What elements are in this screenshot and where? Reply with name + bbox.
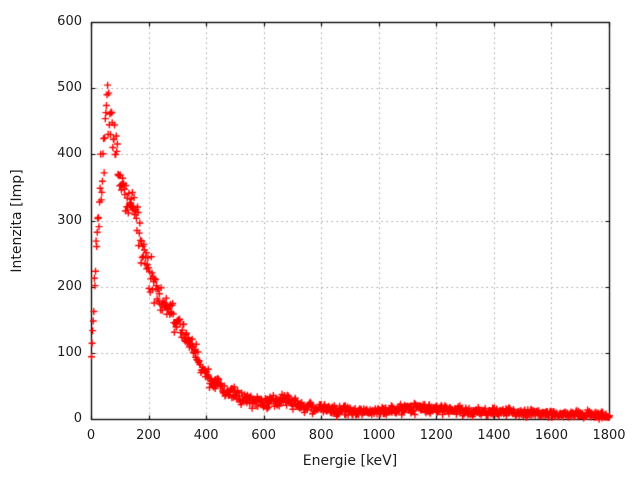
x-tick-label: 1600 — [534, 428, 568, 443]
x-tick-label: 600 — [251, 428, 277, 443]
y-tick-label: 400 — [57, 146, 82, 162]
x-tick-label: 1200 — [419, 428, 453, 443]
x-tick-label: 200 — [136, 428, 161, 443]
y-tick-label: 500 — [57, 80, 82, 96]
y-tick-label: 300 — [57, 212, 82, 228]
y-axis-label: Intenzita [Imp] — [9, 169, 25, 273]
x-tick-label: 1800 — [592, 428, 626, 443]
y-tick-label: 200 — [57, 278, 82, 294]
x-tick-label: 1400 — [477, 428, 511, 443]
y-tick-label: 600 — [57, 14, 82, 29]
x-axis-label: Energie [keV] — [302, 453, 398, 469]
x-tick-label: 0 — [86, 428, 96, 443]
x-tick-label: 800 — [308, 428, 334, 443]
y-tick-label: 100 — [57, 344, 82, 360]
x-tick-label: 1000 — [362, 428, 396, 443]
y-tick-label: 0 — [73, 411, 82, 426]
x-tick-label: 400 — [193, 428, 219, 443]
